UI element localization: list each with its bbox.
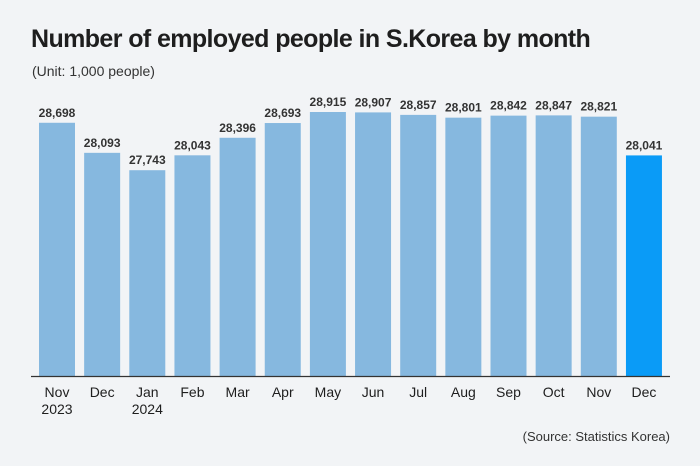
bar-11 — [490, 115, 527, 376]
value-label-9: 28,857 — [400, 98, 437, 112]
bar-13 — [580, 116, 617, 377]
value-label-1: 28,698 — [39, 106, 76, 120]
bar-6 — [264, 123, 301, 376]
value-label-4: 28,043 — [174, 138, 211, 152]
value-label-3: 27,743 — [129, 153, 166, 167]
x-tick-labels-group: Nov 2023 Dec Jan 2024 Feb Mar Apr May Jun Jul Aug Se… — [41, 384, 656, 417]
x-tick-label-8: Jun — [362, 384, 385, 400]
value-label-2: 28,093 — [84, 136, 121, 150]
x-tick-label-1: Nov 2023 — [41, 384, 72, 417]
x-tick-label-10: Aug — [451, 384, 476, 400]
value-label-6: 28,693 — [264, 106, 301, 120]
bars-group — [39, 112, 662, 377]
value-label-13: 28,821 — [580, 100, 617, 114]
bar-9 — [400, 114, 437, 376]
value-label-10: 28,801 — [445, 101, 482, 115]
bar-4 — [174, 155, 211, 376]
value-label-7: 28,915 — [310, 95, 347, 109]
bar-10 — [445, 117, 482, 376]
bar-8 — [355, 112, 392, 377]
chart-subtitle: (Unit: 1,000 people) — [32, 63, 155, 79]
x-tick-label-11: Sep — [496, 384, 521, 400]
x-tick-label-5: Mar — [226, 384, 250, 400]
x-tick-label-3: Jan 2024 — [132, 384, 163, 417]
bar-2 — [84, 152, 121, 376]
value-label-14: 28,041 — [626, 138, 663, 152]
bar-1 — [39, 122, 75, 376]
chart-title: Number of employed people in S.Korea by … — [31, 25, 591, 53]
x-tick-label-2: Dec — [90, 384, 115, 400]
x-tick-label-14: Dec — [631, 384, 656, 400]
bar-5 — [219, 137, 256, 376]
x-tick-label-12: Oct — [543, 384, 565, 400]
bar-12 — [535, 115, 572, 376]
chart-source: (Source: Statistics Korea) — [522, 429, 670, 444]
value-label-11: 28,842 — [490, 99, 527, 113]
x-tick-label-4: Feb — [180, 384, 204, 400]
value-label-5: 28,396 — [219, 121, 256, 135]
value-label-12: 28,847 — [535, 98, 572, 112]
value-labels-group: 28,698 28,093 27,743 28,043 28,396 28,693 28,9… — [39, 95, 663, 167]
bar-14 — [625, 155, 662, 376]
x-tick-label-7: May — [315, 384, 341, 400]
x-tick-label-13: Nov — [586, 384, 611, 400]
bar-7 — [309, 112, 346, 376]
x-tick-label-6: Apr — [272, 384, 294, 400]
value-label-8: 28,907 — [355, 95, 392, 109]
bar-3 — [129, 170, 166, 376]
x-tick-label-9: Jul — [409, 384, 427, 400]
